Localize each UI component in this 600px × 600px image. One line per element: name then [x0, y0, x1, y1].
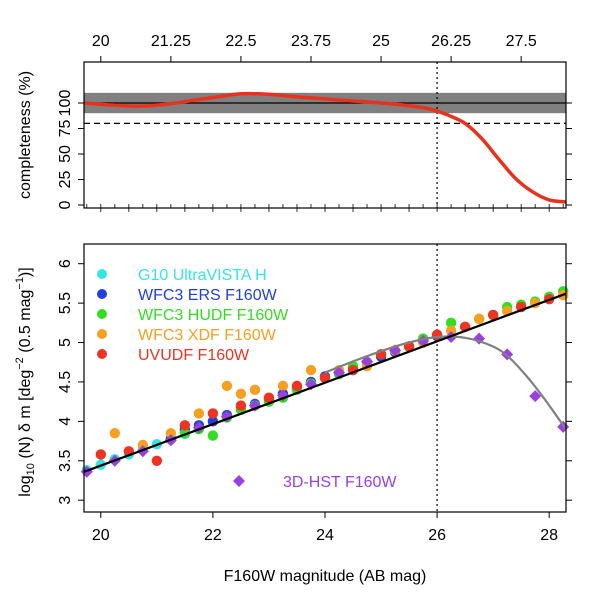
legend-marker — [97, 329, 107, 339]
point-wfc3-hudf-f160w — [445, 317, 457, 329]
completeness-y-tick-label: 0 — [57, 200, 74, 209]
counts-x-tick-label: 22 — [204, 527, 222, 544]
completeness-y-tick-label: 25 — [57, 171, 74, 189]
point-uvudf-f160w — [151, 455, 163, 466]
point-wfc3-xdf-f160w — [235, 388, 247, 399]
top-axis-tick-label: 25 — [372, 33, 390, 50]
counts-fit-curve — [324, 335, 567, 430]
point-uvudf-f160w — [291, 380, 303, 392]
completeness-y-tick-label: 50 — [57, 145, 74, 163]
counts-x-tick-label: 24 — [316, 527, 334, 544]
completeness-y-tick-label: 75 — [57, 120, 74, 138]
top-axis-tick-label: 27.5 — [506, 33, 537, 50]
legend-label: WFC3 ERS F160W — [138, 287, 278, 304]
point-uvudf-f160w — [95, 449, 107, 460]
legend: G10 UltraVISTA H WFC3 ERS F160W WFC3 HUDF … — [97, 267, 397, 491]
y-label-mid2: (0.5 mag — [17, 290, 34, 358]
completeness-ticks: 20 21.25 22.5 23.75 25 26.25 27.5 0 25 50 75 100 — [57, 33, 572, 209]
y-label-end: )] — [17, 267, 34, 277]
point-wfc3-xdf-f160w — [277, 380, 289, 392]
legend-label: WFC3 HUDF F160W — [138, 307, 289, 324]
top-axis-tick-label: 21.25 — [151, 33, 191, 50]
point-wfc3-xdf-f160w — [137, 439, 149, 451]
y-label-sup1: −2 — [14, 357, 26, 370]
point-uvudf-f160w — [235, 400, 247, 411]
legend-marker — [97, 309, 107, 319]
legend-label: 3D-HST F160W — [283, 474, 397, 491]
y-label-mid: (N) δ m [deg — [17, 370, 34, 463]
y-label-sup2: −1 — [14, 277, 26, 290]
counts-y-label: log10 (N) δ m [deg−2 (0.5 mag−1)] — [14, 267, 37, 496]
counts-fit-line — [83, 292, 567, 473]
counts-x-tick-label: 20 — [92, 527, 110, 544]
counts-ticks: 20 22 24 26 28 3 3.5 4 4.5 5 5.5 6 — [57, 208, 572, 544]
point-uvudf-f160w — [179, 420, 191, 431]
completeness-y-label: completeness (%) — [17, 71, 34, 199]
completeness-curve — [83, 91, 567, 204]
point-wfc3-xdf-f160w — [221, 380, 233, 392]
legend-marker — [97, 289, 107, 299]
legend-marker — [97, 349, 107, 359]
point-3d-hst — [501, 348, 514, 361]
top-axis-tick-label: 26.25 — [431, 33, 471, 50]
point-wfc3-xdf-f160w — [165, 427, 177, 439]
legend-marker — [97, 269, 107, 279]
counts-y-tick-label: 6 — [57, 259, 74, 268]
legend-label: UVUDF F160W — [138, 347, 250, 364]
counts-y-tick-label: 3 — [57, 496, 74, 505]
number-counts-panel: 20 22 24 26 28 3 3.5 4 4.5 5 5.5 6 G10 UltraVISTA H… — [14, 208, 572, 585]
point-wfc3-xdf-f160w — [193, 408, 205, 419]
completeness-frame — [83, 61, 567, 209]
top-axis-tick-label: 20 — [92, 33, 110, 50]
y-label-log: log — [17, 475, 34, 496]
completeness-panel: 20 21.25 22.5 23.75 25 26.25 27.5 0 25 50 75 100 co… — [17, 33, 572, 209]
point-wfc3-xdf-f160w — [445, 325, 457, 336]
counts-x-label: F160W magnitude (AB mag) — [224, 568, 427, 585]
counts-y-tick-label: 3.5 — [57, 450, 74, 472]
top-axis-tick-label: 23.75 — [291, 33, 331, 50]
counts-y-tick-label: 4.5 — [57, 371, 74, 393]
counts-x-tick-label: 26 — [428, 527, 446, 544]
legend-marker-diamond — [233, 475, 245, 487]
point-wfc3-hudf-f160w — [207, 430, 219, 441]
point-uvudf-f160w — [487, 309, 499, 321]
point-wfc3-xdf-f160w — [109, 427, 121, 439]
point-wfc3-xdf-f160w — [249, 384, 261, 396]
top-axis-tick-label: 22.5 — [225, 33, 256, 50]
point-wfc3-xdf-f160w — [305, 364, 317, 376]
completeness-y-tick-label: 100 — [57, 90, 74, 117]
point-uvudf-f160w — [207, 408, 219, 419]
counts-x-tick-label: 28 — [540, 527, 558, 544]
y-label-sub: 10 — [25, 463, 37, 475]
point-wfc3-xdf-f160w — [473, 313, 485, 325]
legend-label: G10 UltraVISTA H — [138, 267, 267, 284]
point-uvudf-f160w — [263, 392, 275, 403]
counts-y-tick-label: 5 — [57, 338, 74, 347]
point-3d-hst — [529, 390, 542, 403]
counts-y-tick-label: 5.5 — [57, 292, 74, 314]
legend-label: WFC3 XDF F160W — [138, 327, 277, 344]
counts-y-tick-label: 4 — [57, 417, 74, 426]
